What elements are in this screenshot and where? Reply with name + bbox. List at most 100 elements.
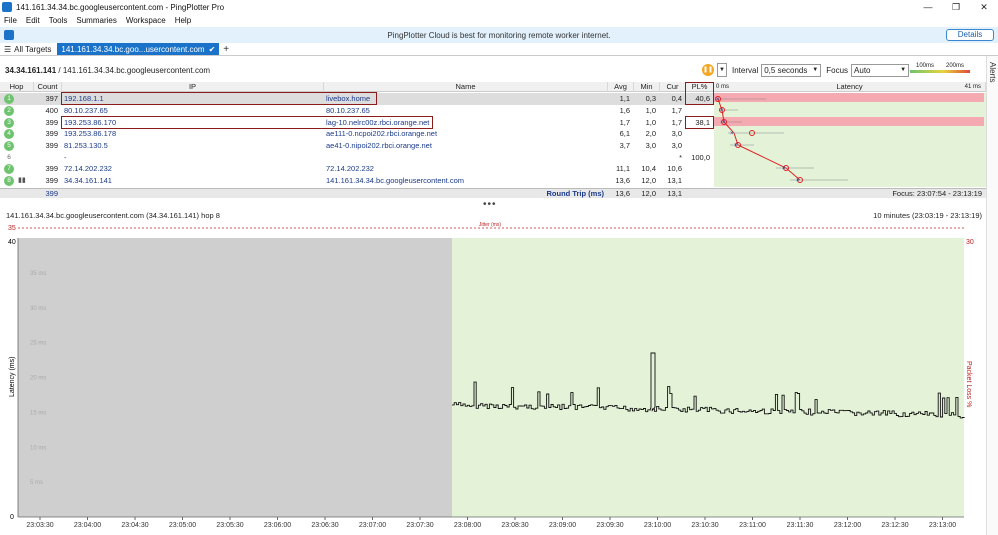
focus-select[interactable]: Auto ▼ <box>851 63 910 77</box>
pane-splitter[interactable]: ••• <box>0 198 986 210</box>
x-tick-label: 23:10:00 <box>644 522 671 529</box>
close-button[interactable]: ✕ <box>980 2 988 12</box>
alerts-panel[interactable]: Alerts <box>986 56 998 535</box>
table-row[interactable]: 7 399 72.14.202.232 72.14.202.232 11,1 1… <box>0 163 714 175</box>
x-tick-label: 23:06:00 <box>264 522 291 529</box>
table-row[interactable]: 2 400 80.10.237.65 80.10.237.65 1,6 1,0 … <box>0 105 714 117</box>
timeline-range[interactable]: 10 minutes (23:03:19 - 23:13:19) <box>873 211 982 220</box>
x-tick-label: 23:07:00 <box>359 522 386 529</box>
cloud-banner: PingPlotter Cloud is best for monitoring… <box>0 27 998 43</box>
maximize-button[interactable]: ❐ <box>951 2 961 12</box>
timeline-header: 141.161.34.34.bc.googleusercontent.com (… <box>0 211 986 221</box>
pause-button[interactable]: ❚❚ <box>702 64 714 76</box>
hop-cur: * <box>679 153 682 162</box>
tab-target[interactable]: 141.161.34.34.bc.goo...usercontent.com ✔ <box>57 43 220 55</box>
hop-cur: 1,7 <box>671 106 682 115</box>
round-trip-label: Round Trip (ms) <box>546 189 605 198</box>
title-bar: 141.161.34.34.bc.googleusercontent.com -… <box>0 0 998 14</box>
hop-avg <box>608 152 630 164</box>
x-tick-label: 23:03:30 <box>26 522 53 529</box>
col-name[interactable]: Name <box>324 82 608 92</box>
hop-pl <box>686 128 710 140</box>
hop-name: lag-10.nelrc00z.rbci.orange.net <box>326 118 430 127</box>
hop-name: 80.10.237.65 <box>326 106 370 115</box>
table-row[interactable]: 1 397 192.168.1.1 livebox.home 1,1 0,3 0… <box>0 93 714 105</box>
menu-tools[interactable]: Tools <box>48 16 68 25</box>
table-row[interactable]: 8 ▮▮ 399 34.34.161.141 141.161.34.34.bc.… <box>0 175 714 187</box>
round-trip-count: 399 <box>45 189 58 198</box>
x-tick-label: 23:09:00 <box>549 522 576 529</box>
hop-pl <box>686 140 710 152</box>
hop-table: Hop Count IP Name Avg Min Cur PL% 0 ms L… <box>0 82 986 198</box>
col-count[interactable]: Count <box>34 82 62 92</box>
hop-number: 5 <box>4 141 14 151</box>
latency-color-scale: 100ms 200ms <box>910 63 970 73</box>
hop-count <box>30 152 58 164</box>
hop-ip: 80.10.237.65 <box>64 106 108 115</box>
col-cur[interactable]: Cur <box>660 82 686 92</box>
table-header: Hop Count IP Name Avg Min Cur PL% 0 ms L… <box>0 82 986 92</box>
menu-summaries[interactable]: Summaries <box>76 16 117 25</box>
all-targets-button[interactable]: ☰ All Targets <box>4 45 51 54</box>
col-ip[interactable]: IP <box>62 82 324 92</box>
interval-value: 0,5 seconds <box>764 65 808 75</box>
breadcrumb-source[interactable]: 34.34.161.141 <box>5 65 57 75</box>
latency-label: Latency <box>836 82 863 91</box>
hop-number: 4 <box>4 129 14 139</box>
x-tick-label: 23:04:00 <box>74 522 101 529</box>
details-button[interactable]: Details <box>946 29 994 41</box>
y-tick-label: 20 ms <box>30 376 46 382</box>
table-row[interactable]: 6 - * 100,0 <box>0 152 714 164</box>
table-row[interactable]: 3 399 193.253.86.170 lag-10.nelrc00z.rbc… <box>0 117 714 129</box>
y-tick-label: 35 ms <box>30 271 46 277</box>
hop-avg: 1,7 <box>619 118 630 127</box>
latency-graph-area: × × × × × × × <box>714 93 986 187</box>
hop-name: ae41-0.nipoi202.rbci.orange.net <box>326 141 432 150</box>
col-min[interactable]: Min <box>634 82 660 92</box>
menu-help[interactable]: Help <box>174 16 192 25</box>
svg-text:×: × <box>722 120 726 126</box>
scale-label-100: 100ms <box>915 63 934 69</box>
latency-plot: × × × × × × × <box>715 96 848 184</box>
pause-options-button[interactable]: ▼ <box>717 63 727 77</box>
hop-avg: 1,6 <box>619 106 630 115</box>
interval-select[interactable]: 0,5 seconds ▼ <box>761 63 822 77</box>
hop-number: 8 <box>4 176 14 186</box>
menu-file[interactable]: File <box>4 16 17 25</box>
hop-avg: 1,1 <box>619 94 630 103</box>
hop-count: 397 <box>45 94 58 103</box>
breadcrumb: 34.34.161.141 / 141.161.34.34.bc.googleu… <box>5 66 210 75</box>
menu-bar: File Edit Tools Summaries Workspace Help <box>0 14 998 27</box>
y-axis-right-max: 30 <box>966 239 974 246</box>
drag-handle-icon[interactable]: ••• <box>483 199 497 210</box>
checkmark-icon[interactable]: ✔ <box>208 44 216 54</box>
col-avg[interactable]: Avg <box>608 82 634 92</box>
latency-series <box>452 352 965 419</box>
table-row[interactable]: 4 399 193.253.86.178 ae111-0.ncpoi202.rb… <box>0 128 714 140</box>
target-header: 34.34.161.141 / 141.161.34.34.bc.googleu… <box>0 60 986 80</box>
x-tick-label: 23:05:00 <box>169 522 196 529</box>
x-tick-label: 23:04:30 <box>121 522 148 529</box>
y-axis-right-label: Packet Loss % <box>965 361 972 407</box>
hop-cur: 3,0 <box>671 141 682 150</box>
col-latency[interactable]: 0 ms Latency 41 ms <box>714 82 986 92</box>
col-hop[interactable]: Hop <box>0 82 34 92</box>
x-tick-label: 23:11:00 <box>739 522 766 529</box>
table-row[interactable]: 5 399 81.253.130.5 ae41-0.nipoi202.rbci.… <box>0 140 714 152</box>
packet-loss-band <box>714 93 984 102</box>
menu-workspace[interactable]: Workspace <box>125 16 166 25</box>
hop-ip: 34.34.161.141 <box>64 176 112 185</box>
all-targets-label: All Targets <box>14 44 52 54</box>
jitter-label: Jitter (ms) <box>479 222 502 228</box>
scale-label-200: 200ms <box>945 63 964 69</box>
menu-edit[interactable]: Edit <box>25 16 40 25</box>
add-tab-button[interactable]: + <box>223 43 230 55</box>
hop-number: 2 <box>4 106 14 116</box>
hop-pl <box>686 175 710 187</box>
bar-chart-icon[interactable]: ▮▮ <box>18 177 26 184</box>
hop-pl <box>686 105 710 117</box>
hop-number: 3 <box>4 118 14 128</box>
minimize-button[interactable]: — <box>923 2 933 12</box>
x-tick-label: 23:09:30 <box>596 522 623 529</box>
svg-text:×: × <box>796 178 800 184</box>
